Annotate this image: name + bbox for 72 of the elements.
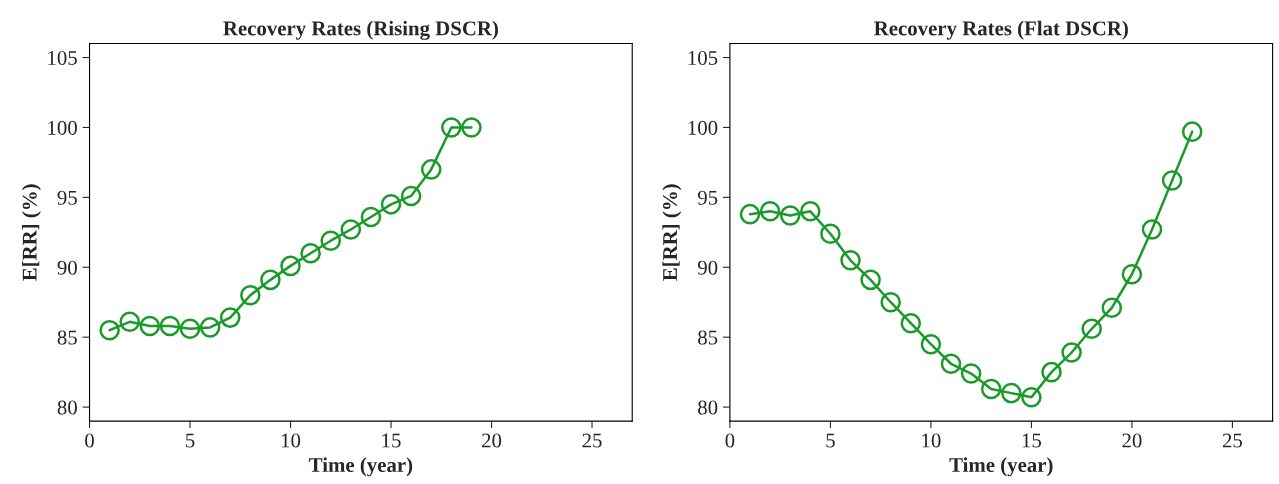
x-tick-label: 15: [382, 433, 401, 448]
chart-title: Recovery Rates (Rising DSCR): [223, 20, 498, 40]
point: [300, 243, 321, 264]
point: [400, 185, 422, 207]
point: [280, 255, 301, 277]
x-tick-label: 25: [1222, 433, 1243, 448]
point: [1141, 219, 1163, 240]
point: [960, 363, 982, 384]
point: [441, 117, 462, 138]
x-axis-title: Time (year): [949, 457, 1053, 477]
point: [1061, 342, 1082, 363]
point: [940, 353, 962, 375]
point: [159, 315, 181, 337]
x-tick-label: 10: [281, 433, 301, 448]
point: [139, 315, 161, 337]
x-tick-label: 25: [582, 433, 602, 448]
y-tick-label: 90: [57, 260, 77, 275]
point: [260, 269, 281, 291]
point: [360, 206, 382, 228]
point: [880, 291, 901, 313]
point: [1081, 318, 1102, 340]
point: [1041, 361, 1062, 383]
point: [820, 223, 841, 244]
point: [759, 201, 781, 222]
x-tick-label: 20: [1122, 433, 1142, 448]
x-axis-title: Time (year): [309, 457, 413, 477]
x-tick-label: 5: [826, 433, 835, 448]
point: [199, 317, 221, 338]
y-tick-label: 80: [57, 400, 77, 415]
y-tick-label: 80: [698, 400, 718, 415]
point: [1101, 297, 1123, 319]
point: [739, 203, 761, 225]
x-tick-label: 15: [1022, 433, 1042, 448]
point: [420, 159, 442, 180]
y-tick-label: 85: [57, 330, 77, 345]
x-tick-label: 10: [922, 433, 941, 448]
point: [920, 333, 942, 355]
y-tick-label: 90: [697, 260, 718, 275]
point: [99, 319, 120, 341]
point: [860, 269, 881, 291]
point: [800, 201, 821, 222]
y-tick-label: 95: [57, 190, 77, 205]
point: [1001, 382, 1022, 404]
y-axis-title: E[RR] (%): [22, 184, 41, 281]
y-tick-label: 95: [697, 190, 718, 205]
point: [340, 219, 362, 240]
y-tick-label: 85: [698, 330, 718, 345]
chart-title: Recovery Rates (Flat DSCR): [874, 20, 1128, 40]
point: [840, 250, 861, 271]
y-tick-label: 100: [688, 120, 718, 135]
point: [179, 318, 201, 340]
point: [461, 117, 482, 138]
point: [1181, 121, 1203, 142]
point: [1021, 387, 1042, 408]
point: [320, 230, 342, 251]
point: [980, 378, 1002, 400]
y-axis-title: E[RR] (%): [662, 184, 682, 281]
y-tick-label: 100: [48, 120, 77, 135]
y-tick-label: 105: [48, 50, 77, 65]
point: [219, 307, 241, 328]
point: [1161, 170, 1183, 191]
point: [1121, 263, 1143, 285]
point: [900, 312, 922, 334]
point: [119, 311, 141, 333]
x-tick-label: 20: [482, 433, 502, 448]
point: [240, 284, 261, 306]
point: [380, 194, 402, 215]
x-tick-label: 5: [186, 433, 195, 448]
x-tick-label: 0: [85, 433, 94, 448]
y-tick-label: 105: [688, 50, 718, 65]
point: [779, 205, 801, 226]
x-tick-label: 0: [725, 433, 735, 448]
